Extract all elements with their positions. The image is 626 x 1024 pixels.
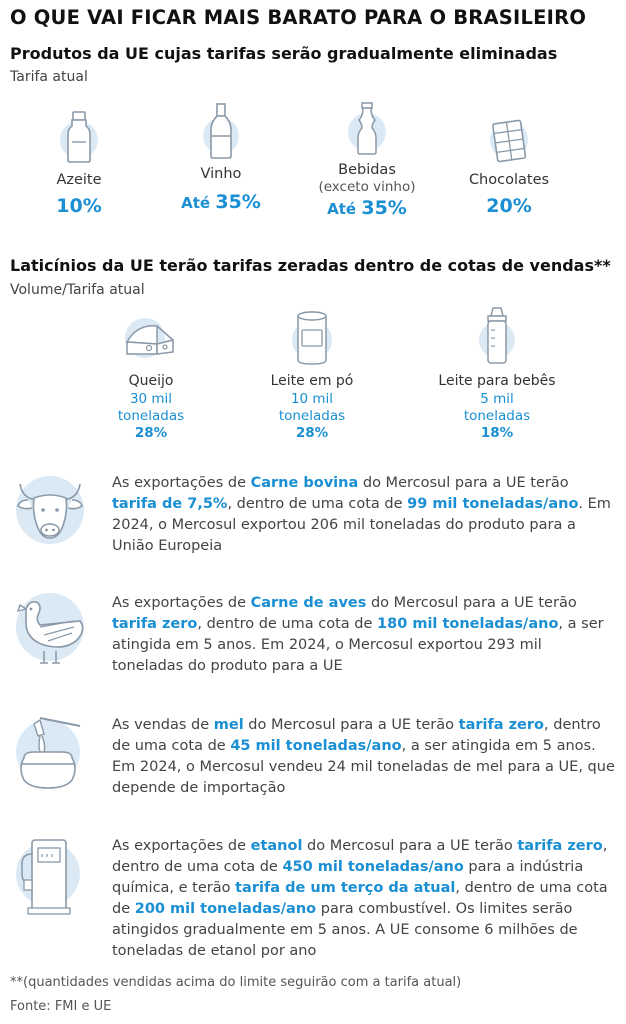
highlight-text: Carne de aves (250, 595, 367, 611)
source: Fonte: FMI e UE (10, 999, 112, 1014)
product-azeite: Azeite 10% (14, 104, 144, 217)
dairy-name: Queijo (128, 373, 174, 389)
product-name: Vinho (200, 166, 242, 182)
body-text: . Em 2024, o Mercosul exportou 206 mil t… (112, 496, 611, 554)
body-text: , dentro de uma cota de (197, 616, 378, 632)
body-text: , dentro de uma cota de (112, 717, 601, 754)
dairy-volume: 30 mil (129, 391, 173, 407)
dairy-leite-para-bebes: Leite para bebês 5 mil toneladas 18% (422, 306, 572, 442)
body-text: do Mercosul para a UE terão (358, 475, 569, 491)
dairy-volume: 5 mil (480, 391, 514, 407)
highlight-text: tarifa de 7,5% (112, 496, 228, 512)
body-text: do Mercosul para a UE terão (243, 717, 459, 733)
product-name: Azeite (56, 172, 102, 188)
highlight-text: tarifa de um terço da atual (235, 880, 456, 896)
body-text: , a ser atingida em 5 anos. Em 2024, o M… (112, 738, 615, 796)
body-text: para a indústria química, e terão (112, 859, 584, 896)
highlight-text: tarifa zero (112, 616, 198, 632)
dairy-tariff: 28% (134, 425, 168, 441)
body-text: , a ser atingida em 5 anos. Em 2024, o M… (112, 616, 604, 674)
block-etanol-text: As exportações de etanol do Mercosul par… (112, 836, 617, 962)
dairy-name: Leite para bebês (438, 373, 556, 389)
section1-subtitle: Tarifa atual (10, 69, 88, 85)
highlight-text: etanol (250, 838, 303, 854)
chocolate-bar-icon (444, 104, 574, 166)
product-vinho: Vinho Até 35% (156, 103, 286, 213)
highlight-text: 99 mil toneladas/ano (407, 496, 579, 512)
highlight-text: 180 mil toneladas/ano (377, 616, 559, 632)
dairy-name: Leite em pó (270, 373, 354, 389)
body-text: do Mercosul para a UE terão (366, 595, 577, 611)
body-text: , dentro de uma cota de (112, 838, 608, 875)
product-tariff: 20% (486, 195, 532, 217)
page-title: O QUE VAI FICAR MAIS BARATO PARA O BRASI… (10, 6, 587, 29)
highlight-text: tarifa zero (517, 838, 603, 854)
chicken-icon (10, 585, 96, 671)
highlight-text: tarifa zero (458, 717, 545, 733)
dairy-volume: 10 mil (290, 391, 334, 407)
wine-bottle-icon (156, 103, 286, 160)
highlight-text: 200 mil toneladas/ano (134, 901, 317, 917)
cheese-icon (76, 306, 226, 366)
honey-pot-icon (10, 708, 96, 794)
body-text: As exportações de (112, 838, 251, 854)
body-text: As vendas de (112, 717, 214, 733)
highlight-text: 450 mil toneladas/ano (282, 859, 464, 875)
product-name: Bebidas (338, 162, 396, 178)
body-text: As exportações de (112, 595, 251, 611)
dairy-leite-em-po: Leite em pó 10 mil toneladas 28% (237, 306, 387, 442)
block-carne-aves-text: As exportações de Carne de aves do Merco… (112, 593, 617, 677)
product-name: Chocolates (468, 172, 550, 188)
highlight-text: 45 mil toneladas/ano (230, 738, 402, 754)
section1-title: Produtos da UE cujas tarifas serão gradu… (10, 44, 558, 63)
footnote: **(quantidades vendidas acima do limite … (10, 975, 462, 990)
bull-head-icon (10, 466, 96, 552)
product-tariff: Até 35% (327, 197, 407, 219)
product-tariff: 10% (56, 195, 102, 217)
block-carne-bovina-text: As exportações de Carne bovina do Mercos… (112, 473, 617, 557)
olive-oil-bottle-icon (14, 104, 144, 166)
fuel-pump-icon (10, 832, 96, 918)
body-text: , dentro de uma cota de (227, 496, 408, 512)
body-text: As exportações de (112, 475, 251, 491)
highlight-text: mel (213, 717, 244, 733)
section2-subtitle: Volume/Tarifa atual (10, 282, 145, 298)
product-note: (exceto vinho) (318, 179, 416, 195)
dairy-unit: toneladas (278, 408, 346, 424)
body-text: do Mercosul para a UE terão (302, 838, 518, 854)
dairy-queijo: Queijo 30 mil toneladas 28% (76, 306, 226, 442)
soda-bottle-icon (302, 102, 432, 156)
milk-powder-can-icon (237, 306, 387, 366)
body-text: , dentro de uma cota de (112, 880, 608, 917)
section2-title: Laticínios da UE terão tarifas zeradas d… (10, 256, 611, 275)
product-tariff: Até 35% (181, 191, 261, 213)
dairy-unit: toneladas (463, 408, 531, 424)
product-bebidas: Bebidas (exceto vinho) Até 35% (302, 102, 432, 219)
body-text: para combustível. Os limites serão ating… (112, 901, 578, 959)
block-mel-text: As vendas de mel do Mercosul para a UE t… (112, 715, 617, 799)
baby-bottle-icon (422, 306, 572, 366)
highlight-text: Carne bovina (250, 475, 359, 491)
dairy-tariff: 18% (480, 425, 514, 441)
dairy-tariff: 28% (295, 425, 329, 441)
product-chocolates: Chocolates 20% (444, 104, 574, 217)
dairy-unit: toneladas (117, 408, 185, 424)
